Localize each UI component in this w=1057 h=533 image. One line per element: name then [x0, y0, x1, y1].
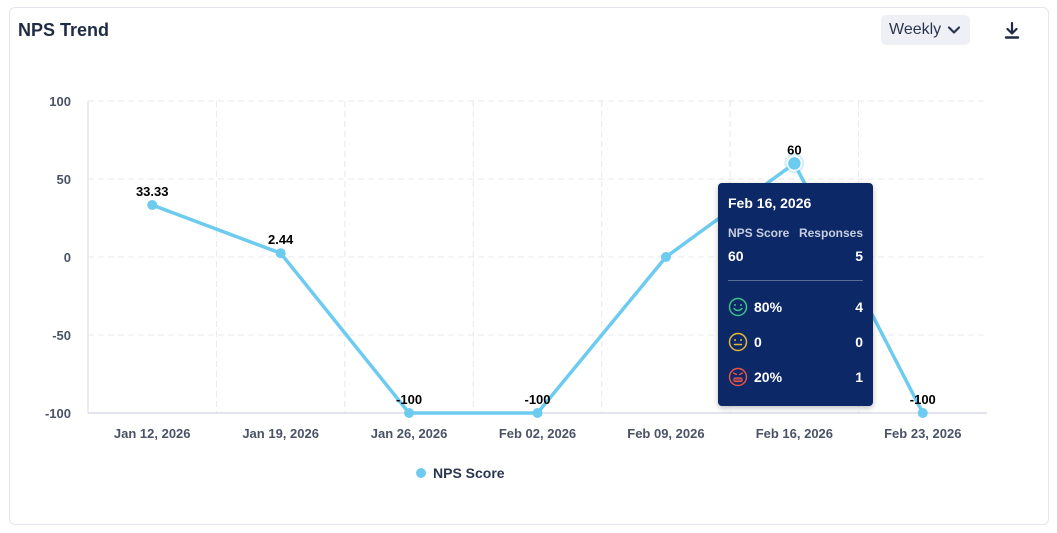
data-point — [275, 248, 286, 259]
y-tick-label: 50 — [57, 172, 71, 187]
passives-count: 0 — [855, 333, 863, 350]
smile-face-icon — [728, 297, 748, 316]
tooltip-row-detractors: 20% 1 — [728, 359, 863, 394]
data-label: 33.33 — [136, 184, 169, 199]
x-tick-label: Feb 16, 2026 — [756, 426, 833, 441]
data-point — [660, 252, 671, 262]
data-point-active — [786, 155, 803, 172]
tooltip-nps-label: NPS Score — [728, 226, 790, 240]
data-point — [404, 408, 415, 418]
period-select-label: Weekly — [889, 21, 942, 38]
passives-percent: 0 — [754, 333, 762, 350]
angry-face-icon — [728, 367, 748, 386]
data-point — [917, 408, 928, 418]
tooltip-responses-label: Responses — [798, 226, 863, 240]
legend-marker — [416, 468, 426, 478]
data-label: -100 — [524, 392, 550, 407]
data-point — [532, 408, 543, 418]
neutral-face-icon — [728, 332, 748, 351]
y-tick-label: -50 — [52, 328, 71, 343]
y-tick-label: -100 — [45, 406, 71, 421]
detractors-percent: 20% — [754, 368, 783, 385]
y-tick-label: 100 — [49, 94, 71, 109]
data-label: -100 — [910, 392, 936, 407]
page-title: NPS Trend — [18, 20, 110, 40]
tooltip-row-passives: 0 0 — [728, 324, 863, 359]
x-tick-label: Feb 09, 2026 — [627, 426, 704, 441]
nps-trend-card — [9, 7, 1049, 525]
tooltip-nps-value: 60 — [728, 248, 744, 264]
x-tick-label: Jan 26, 2026 — [371, 426, 448, 441]
chart-tooltip: Feb 16, 2026 NPS Score Responses 60 5 80… — [718, 183, 873, 406]
download-icon[interactable] — [1002, 20, 1022, 42]
x-tick-label: Jan 19, 2026 — [242, 426, 319, 441]
data-label: 2.44 — [268, 232, 294, 247]
y-tick-label: 0 — [64, 250, 71, 265]
period-select[interactable]: Weekly — [881, 15, 970, 45]
x-tick-label: Feb 02, 2026 — [499, 426, 576, 441]
promoters-percent: 80% — [754, 298, 783, 315]
tooltip-divider — [728, 280, 863, 281]
data-label: 60 — [787, 142, 801, 157]
promoters-count: 4 — [855, 298, 863, 315]
x-tick-label: Jan 12, 2026 — [114, 426, 191, 441]
x-tick-label: Feb 23, 2026 — [884, 426, 961, 441]
tooltip-row-promoters: 80% 4 — [728, 289, 863, 324]
chevron-down-icon — [948, 26, 961, 34]
data-label: -100 — [396, 392, 422, 407]
tooltip-date: Feb 16, 2026 — [728, 195, 812, 211]
tooltip-responses-value: 5 — [855, 248, 863, 264]
chart-legend[interactable]: NPS Score — [416, 465, 505, 481]
legend-label: NPS Score — [433, 465, 505, 481]
detractors-count: 1 — [855, 368, 863, 385]
data-point — [147, 200, 158, 211]
